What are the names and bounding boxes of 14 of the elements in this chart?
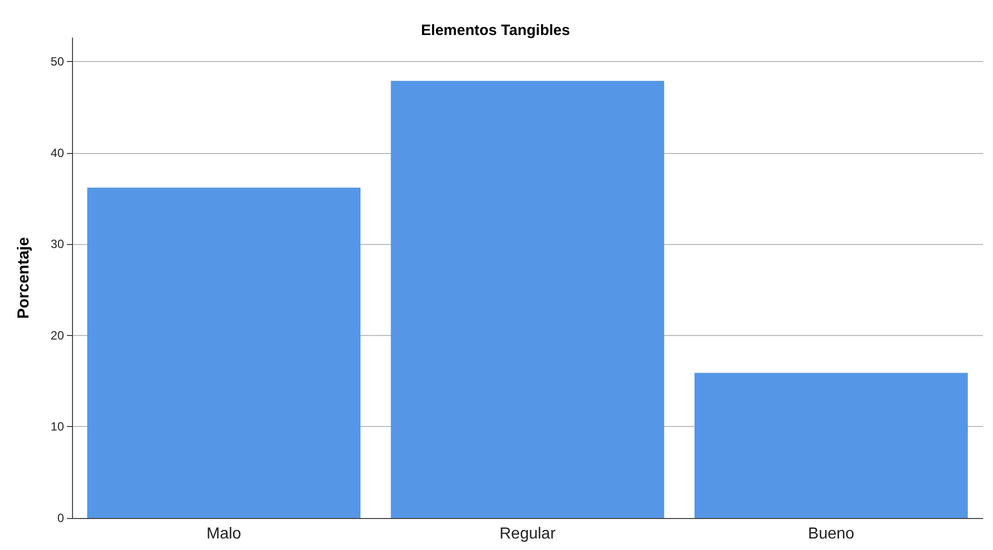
y-axis-title: Porcentaje xyxy=(16,236,32,319)
chart-title: Elementos Tangibles xyxy=(421,22,570,39)
x-tick-label: Malo xyxy=(206,526,242,542)
x-tick-label: Bueno xyxy=(808,526,854,542)
bar xyxy=(390,80,664,518)
y-tick-label: 0 xyxy=(57,511,64,525)
y-tick-label: 30 xyxy=(50,237,64,252)
x-tick-label: Regular xyxy=(499,526,556,542)
y-tick-label: 20 xyxy=(50,328,64,342)
bar xyxy=(694,372,968,518)
y-tick-label: 10 xyxy=(50,420,64,434)
y-tick-label: 40 xyxy=(50,146,64,160)
bar xyxy=(87,188,360,518)
y-tick-label: 50 xyxy=(50,54,64,69)
